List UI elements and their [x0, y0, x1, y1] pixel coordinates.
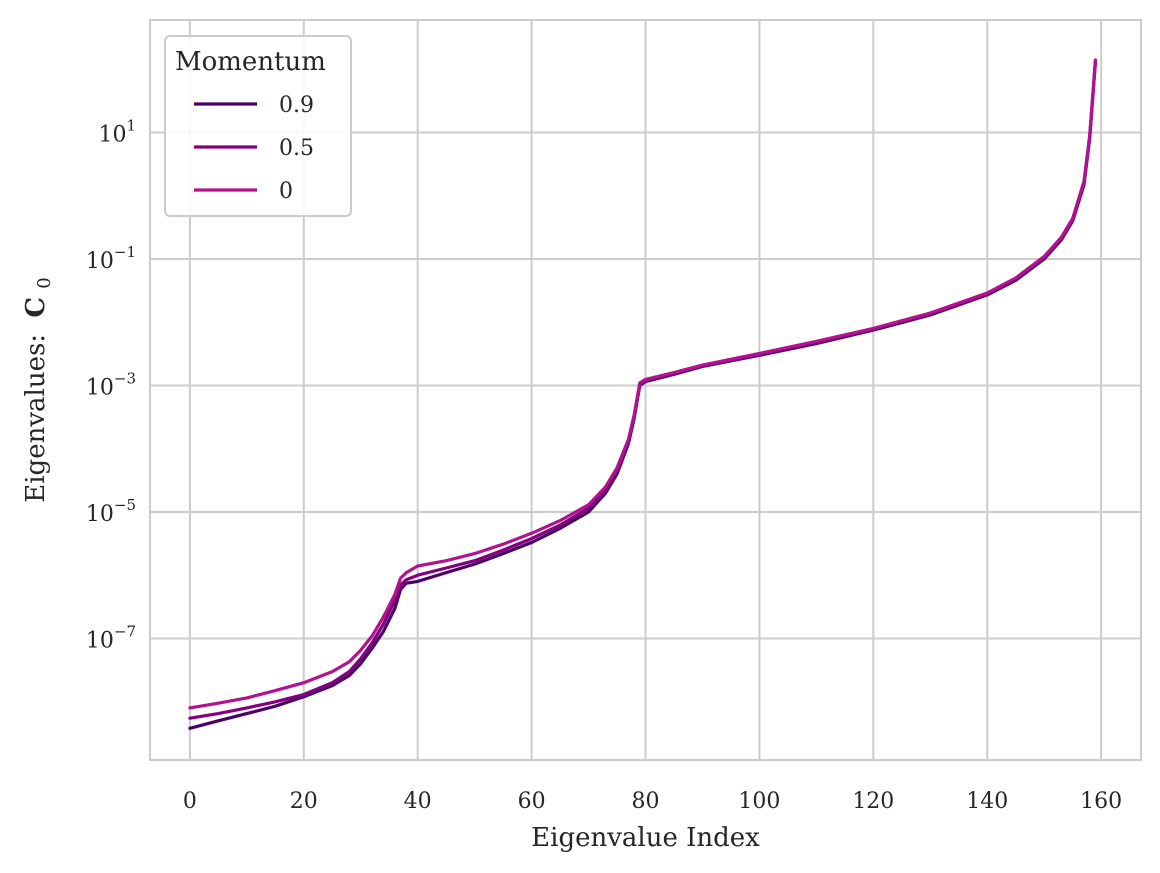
y-tick-label: 10−7 — [86, 623, 136, 654]
x-axis-label: Eigenvalue Index — [531, 823, 760, 853]
y-tick-base: 10 — [86, 629, 114, 654]
x-tick-label: 140 — [966, 789, 1008, 814]
y-tick-exponent: −1 — [114, 243, 136, 261]
y-tick-base: 10 — [86, 375, 114, 400]
y-tick-label: 10−5 — [86, 496, 136, 527]
y-tick-label: 101 — [98, 116, 136, 147]
x-tick-label: 160 — [1080, 789, 1122, 814]
y-tick-base: 10 — [86, 249, 114, 274]
y-tick-exponent: −5 — [114, 496, 136, 514]
x-tick-label: 20 — [290, 789, 318, 814]
x-tick-label: 80 — [632, 789, 660, 814]
y-tick-label: 10−3 — [86, 369, 136, 400]
x-tick-labels: 0 20 40 60 80 100 120 140 160 — [183, 789, 1122, 814]
y-axis-label-symbol: C — [21, 297, 51, 318]
x-tick-label: 120 — [852, 789, 894, 814]
x-tick-label: 40 — [404, 789, 432, 814]
y-tick-base: 10 — [86, 502, 114, 527]
x-tick-label: 60 — [518, 789, 546, 814]
y-tick-exponent: −3 — [114, 369, 136, 387]
y-axis-label: Eigenvalues: C 0 — [21, 277, 55, 503]
legend-box — [164, 35, 352, 217]
y-tick-exponent: 1 — [126, 116, 136, 134]
y-tick-exponent: −7 — [114, 623, 136, 641]
y-tick-base: 10 — [98, 122, 126, 147]
legend-label: 0.9 — [279, 93, 314, 118]
legend-title: Momentum — [175, 47, 326, 77]
plot-area-frame — [149, 19, 1142, 761]
legend-items: 0.9 0.5 0 — [194, 93, 314, 204]
legend-label: 0.5 — [279, 136, 314, 161]
series-lines — [188, 58, 1097, 730]
legend-label: 0 — [279, 179, 293, 204]
x-tick-label: 0 — [183, 789, 197, 814]
y-axis-label-text: Eigenvalues: — [21, 334, 51, 503]
legend: Momentum 0.9 0.5 0 — [164, 35, 352, 217]
x-tick-label: 100 — [738, 789, 780, 814]
y-tick-label: 10−1 — [86, 243, 136, 274]
y-axis-label-subscript: 0 — [34, 277, 55, 288]
series-line-0 — [188, 58, 1097, 710]
